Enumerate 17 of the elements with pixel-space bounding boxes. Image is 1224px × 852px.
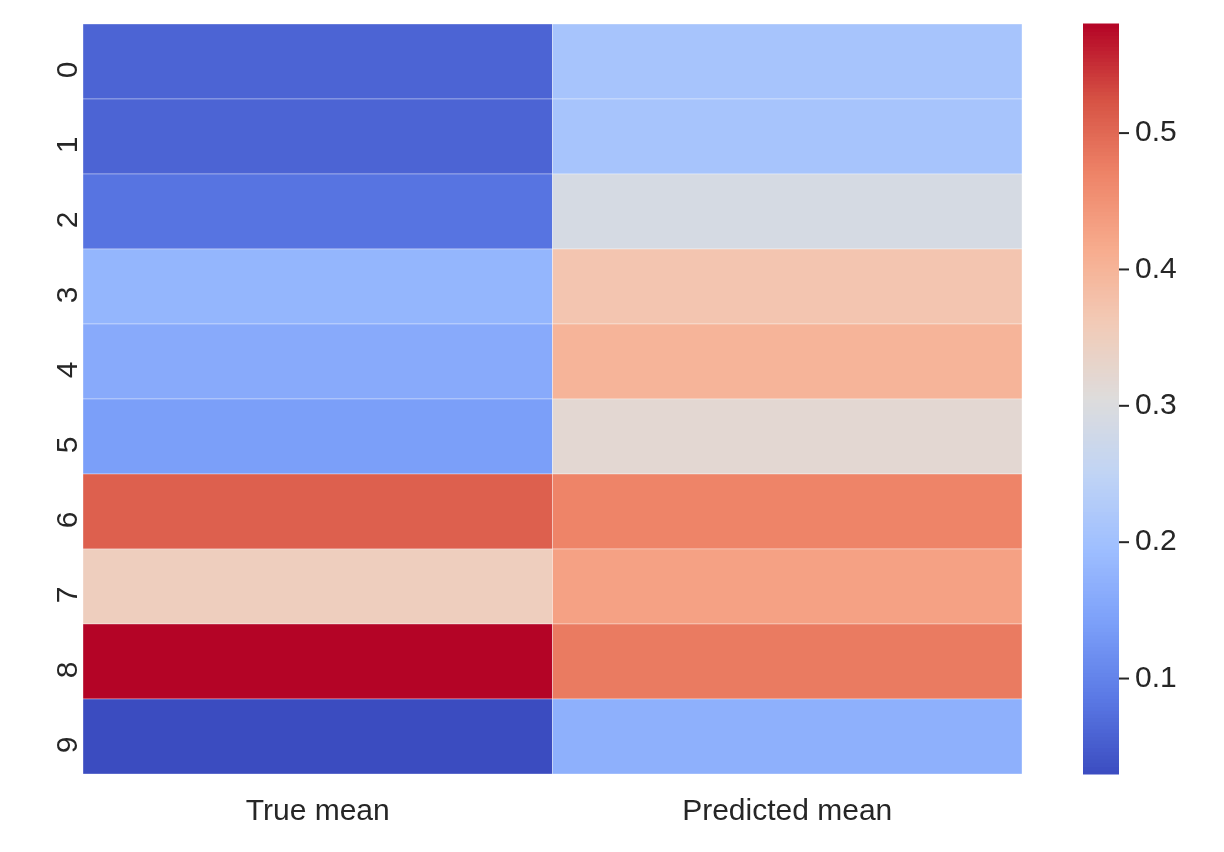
y-tick-label: 8 <box>50 661 84 679</box>
color-bar-label: 0.4 <box>1135 250 1177 284</box>
y-tick-label: 3 <box>50 286 84 304</box>
y-tick-label: 4 <box>50 361 84 379</box>
color-bar-label: 0.5 <box>1135 114 1177 148</box>
y-tick-label: 6 <box>50 511 84 529</box>
color-bar-label: 0.3 <box>1135 387 1177 421</box>
y-tick-label: 2 <box>50 211 84 229</box>
color-bar-label: 0.2 <box>1135 523 1177 557</box>
y-tick-label: 9 <box>50 736 84 754</box>
y-tick-label: 0 <box>50 61 84 79</box>
x-tick-label: Predicted mean <box>682 793 893 827</box>
y-tick-label: 1 <box>50 136 84 154</box>
x-tick-label: True mean <box>245 793 390 827</box>
y-tick-label: 5 <box>50 436 84 454</box>
color-bar-label: 0.1 <box>1135 659 1177 693</box>
y-tick-label: 7 <box>50 586 84 604</box>
